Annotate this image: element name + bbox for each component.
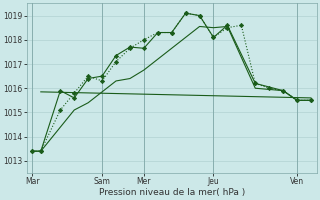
- X-axis label: Pression niveau de la mer( hPa ): Pression niveau de la mer( hPa ): [99, 188, 245, 197]
